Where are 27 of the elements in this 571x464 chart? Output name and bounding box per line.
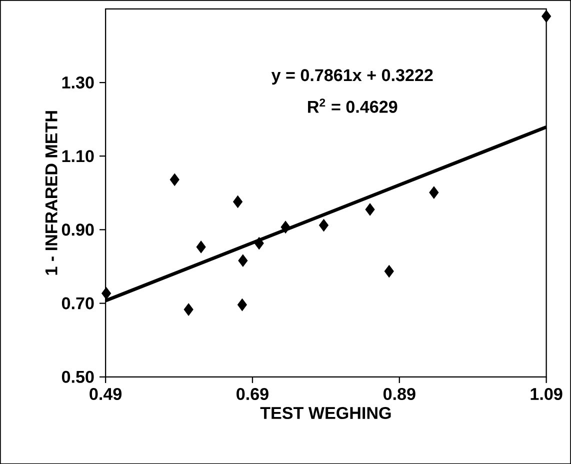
x-axis-title: TEST WEGHING (260, 406, 391, 419)
point (254, 236, 264, 250)
point (542, 10, 552, 22)
point (384, 264, 394, 278)
point (170, 173, 180, 186)
x-tick-label: 0.49 (90, 388, 122, 400)
x-tick-label: 0.69 (236, 388, 268, 400)
y-tick-label: 1.30 (62, 76, 94, 88)
point (196, 240, 206, 254)
y-tick-label: 1.10 (62, 150, 94, 162)
point (318, 218, 328, 232)
annotation: y = 0.7861x + 0.3222 (271, 69, 433, 84)
point (233, 195, 243, 208)
point (237, 298, 247, 311)
x-tick-label: 1.09 (530, 388, 562, 400)
y-axis-title: 1 - INFRARED METH (45, 111, 58, 275)
point (280, 220, 290, 234)
point (365, 203, 375, 216)
point (184, 303, 194, 316)
x-tick-label: 0.89 (383, 388, 416, 400)
y-tick-label: 0.50 (62, 370, 94, 383)
point (429, 186, 439, 199)
y-tick-label: 0.90 (62, 224, 94, 236)
y-tick-label: 0.70 (62, 297, 94, 310)
point (102, 286, 112, 300)
point (238, 254, 248, 267)
annotation: R$^{2}$ = 0.4629 (308, 98, 398, 113)
